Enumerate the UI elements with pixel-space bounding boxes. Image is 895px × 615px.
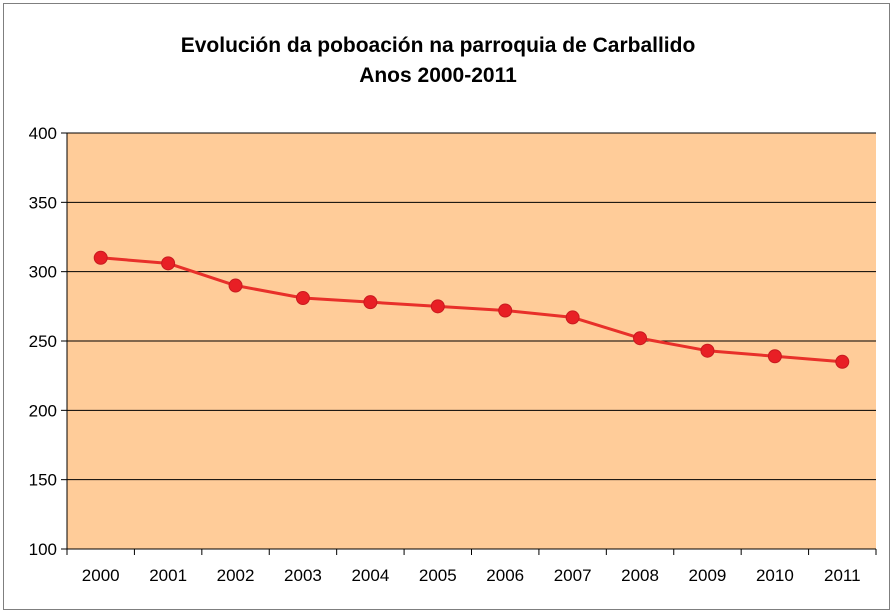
x-tick-label: 2011 (824, 566, 861, 585)
x-tick-label: 2008 (621, 566, 659, 585)
x-tick-label: 2009 (689, 566, 727, 585)
data-point (363, 295, 378, 310)
x-tick-label: 2002 (217, 566, 255, 585)
data-point (161, 256, 176, 271)
y-tick-label: 200 (29, 401, 57, 420)
y-tick-label: 350 (29, 193, 57, 212)
x-axis-ticks: 2000 2001 2002 2003 2004 2005 2006 2007 2008 2009… (66, 549, 877, 585)
data-point (633, 331, 648, 346)
x-tick-label: 2007 (554, 566, 592, 585)
y-tick-label: 150 (29, 471, 57, 490)
x-tick-label: 2003 (284, 566, 322, 585)
x-tick-label: 2005 (419, 566, 457, 585)
x-tick-label: 2001 (149, 566, 187, 585)
data-point (93, 250, 108, 265)
y-tick-label: 300 (29, 263, 57, 282)
x-tick-label: 2006 (486, 566, 524, 585)
chart-subtitle: Anos 2000-2011 (359, 64, 517, 87)
data-point (700, 343, 715, 358)
y-tick-label: 250 (29, 332, 57, 351)
x-tick-label: 2010 (756, 566, 794, 585)
y-axis-ticks: 100 150 200 250 300 350 400 (29, 124, 67, 559)
y-tick-label: 400 (29, 124, 57, 143)
data-point (430, 299, 445, 314)
data-point (565, 310, 580, 325)
series-line (100, 256, 843, 364)
x-tick-label: 2000 (82, 566, 120, 585)
data-point (835, 354, 850, 369)
series-group (93, 250, 850, 369)
data-point (228, 278, 243, 293)
data-point (295, 291, 310, 306)
gridlines (67, 132, 876, 481)
x-tick-label: 2004 (351, 566, 389, 585)
y-tick-label: 100 (29, 540, 57, 559)
data-point (498, 303, 513, 318)
chart-title: Evolución da poboación na parroquia de C… (181, 34, 696, 57)
data-point (767, 349, 782, 364)
